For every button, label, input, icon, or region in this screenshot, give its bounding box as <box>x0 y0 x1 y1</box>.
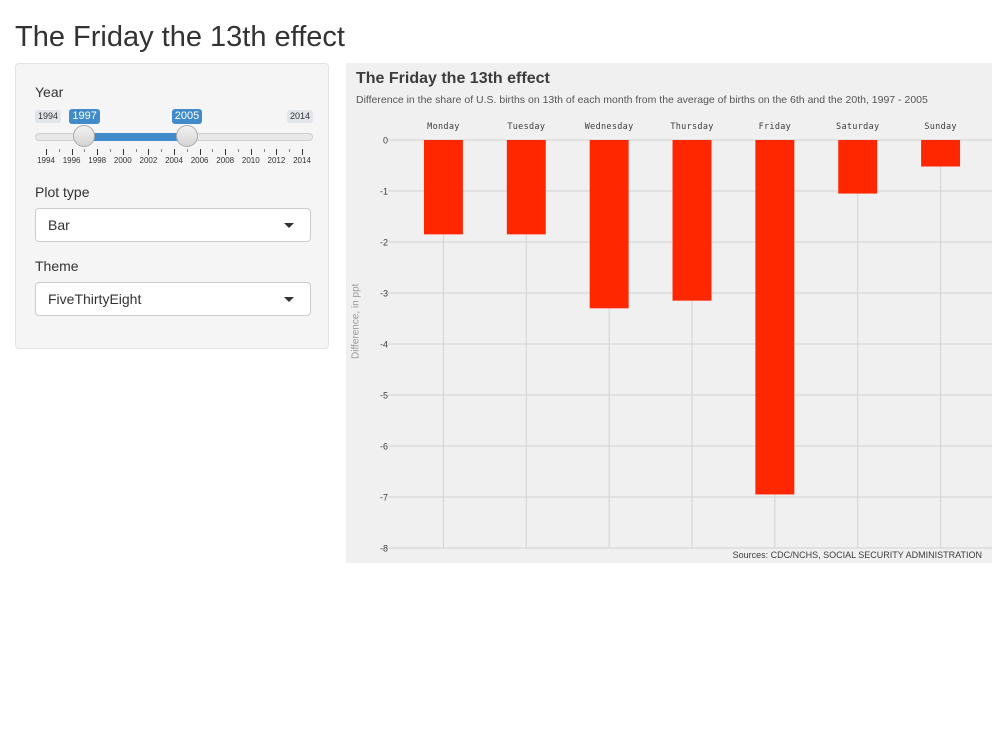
x-tick-label: Wednesday <box>585 122 634 132</box>
slider-tick <box>161 149 163 152</box>
slider-min-badge: 1994 <box>35 110 62 123</box>
slider-tick <box>148 149 150 155</box>
slider-tick-label: 2006 <box>190 156 209 165</box>
theme-label: Theme <box>35 258 79 274</box>
chevron-down-icon <box>284 297 294 302</box>
y-tick-label: -7 <box>380 493 388 503</box>
slider-tick-label: 2008 <box>216 156 235 165</box>
plot-type-value: Bar <box>48 217 70 233</box>
slider-tick <box>302 149 303 155</box>
bar <box>838 140 878 194</box>
y-tick-label: -1 <box>380 187 388 197</box>
year-range-slider[interactable]: 1994 2014 1997 2005 1994 1996 1998 2000 2002… <box>35 104 313 174</box>
y-tick-label: 0 <box>383 136 388 146</box>
slider-tick <box>186 149 188 152</box>
chart-source: Sources: CDC/NCHS, SOCIAL SECURITY ADMIN… <box>732 550 982 560</box>
slider-tick-label: 2014 <box>293 156 311 165</box>
slider-tick-label: 2010 <box>241 156 260 165</box>
slider-tick <box>122 149 124 155</box>
page-title: The Friday the 13th effect <box>15 21 345 53</box>
slider-to-badge: 2005 <box>171 109 203 124</box>
chart-subtitle: Difference in the share of U.S. births o… <box>356 94 928 106</box>
y-axis-title: Difference, in ppt <box>350 283 362 359</box>
slider-tick <box>97 149 99 155</box>
slider-from-handle[interactable] <box>73 125 96 147</box>
slider-tick <box>110 149 111 152</box>
slider-to-handle[interactable] <box>175 125 198 147</box>
slider-tick <box>289 149 291 152</box>
theme-value: FiveThirtyEight <box>48 291 142 307</box>
y-tick-label: -3 <box>380 289 388 299</box>
slider-tick <box>199 149 201 155</box>
x-tick-label: Monday <box>427 122 460 132</box>
y-tick-label: -8 <box>380 544 388 554</box>
bar <box>672 140 712 301</box>
plot-type-label: Plot type <box>35 184 90 200</box>
x-tick-label: Friday <box>759 122 792 132</box>
bar <box>589 140 629 309</box>
slider-tick <box>276 149 278 155</box>
slider-tick-label: 1998 <box>88 156 107 165</box>
x-tick-label: Sunday <box>924 122 957 132</box>
x-tick-label: Thursday <box>670 122 713 132</box>
slider-selected-range <box>84 133 187 141</box>
y-tick-label: -4 <box>380 340 388 350</box>
slider-tick <box>135 149 137 152</box>
slider-tick <box>58 149 60 152</box>
slider-tick <box>46 149 47 155</box>
x-tick-label: Tuesday <box>507 122 545 132</box>
chart-title: The Friday the 13th effect <box>356 70 550 87</box>
year-label: Year <box>35 84 64 100</box>
bar <box>921 140 961 167</box>
plot-type-select[interactable]: Bar <box>35 208 311 242</box>
slider-ticks: 1994 1996 1998 2000 2002 2004 2006 2008 2010 2012… <box>35 149 313 169</box>
slider-tick <box>250 149 252 155</box>
slider-tick <box>84 149 86 152</box>
slider-tick-label: 2004 <box>165 156 183 165</box>
y-tick-label: -5 <box>380 391 388 401</box>
slider-tick <box>212 149 214 152</box>
y-tick-label: -2 <box>380 238 388 248</box>
y-tick-label: -6 <box>380 442 388 452</box>
slider-tick-label: 2012 <box>267 156 286 165</box>
slider-tick-label: 1994 <box>37 156 55 165</box>
slider-tick-label: 1996 <box>62 156 81 165</box>
slider-tick <box>225 149 227 155</box>
slider-tick <box>238 149 239 152</box>
bar <box>506 140 546 235</box>
x-tick-label: Saturday <box>836 122 879 132</box>
sidebar-panel: Year 1994 2014 1997 2005 1994 1996 1998 200… <box>15 63 329 349</box>
bar <box>755 140 795 495</box>
slider-tick <box>71 149 73 155</box>
slider-tick-label: 2002 <box>139 156 158 165</box>
slider-from-badge: 1997 <box>69 109 100 124</box>
chevron-down-icon <box>284 223 294 228</box>
bar <box>423 140 463 235</box>
plot-panel: 0 -1 -2 -3 -4 -5 -6 -7 -8 Monday Tuesday Wednesday T… <box>346 63 992 563</box>
theme-select[interactable]: FiveThirtyEight <box>35 282 311 316</box>
slider-max-badge: 2014 <box>286 110 313 123</box>
slider-tick <box>174 149 175 155</box>
slider-tick-label: 2000 <box>113 156 132 165</box>
bar-chart: 0 -1 -2 -3 -4 -5 -6 -7 -8 Monday Tuesday Wednesday T… <box>380 122 992 554</box>
slider-tick <box>263 149 265 152</box>
